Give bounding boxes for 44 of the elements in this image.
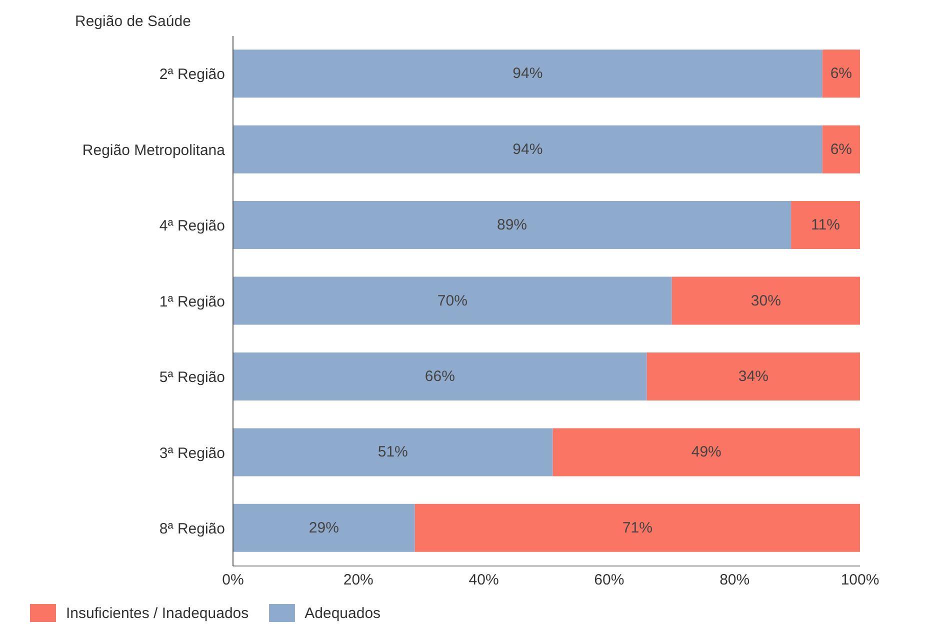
data-label: 6%: [830, 65, 852, 82]
bar: [414, 504, 860, 552]
data-label: 94%: [512, 140, 543, 158]
data-label: 89%: [497, 216, 528, 234]
bar: [233, 276, 672, 325]
data-label: 51%: [378, 444, 408, 461]
data-label: 11%: [811, 216, 840, 234]
bar: [233, 352, 647, 400]
y-tick-label: 4ª Região: [159, 218, 225, 235]
x-tick-label: 40%: [468, 572, 499, 589]
data-label: 70%: [437, 292, 468, 310]
y-tick-label: 1ª Região: [159, 293, 225, 310]
bar: [233, 201, 792, 250]
y-tick-label: 8ª Região: [159, 520, 225, 538]
y-tick-label: 2ª Região: [159, 66, 225, 84]
bar: [233, 125, 822, 174]
bar: [646, 352, 860, 400]
data-label: 30%: [750, 292, 781, 310]
bar: [791, 201, 860, 250]
legend-label: Adequados: [304, 604, 381, 622]
data-label: 34%: [738, 368, 768, 385]
data-label: 66%: [424, 368, 455, 385]
y-axis-title: Região de Saúde: [75, 12, 192, 32]
data-label: 49%: [691, 444, 722, 461]
bar: [233, 504, 415, 552]
data-label: 94%: [512, 65, 543, 82]
bar: [233, 50, 822, 98]
bar: [822, 50, 860, 98]
bar: [672, 276, 860, 325]
x-tick-label: 60%: [594, 572, 624, 589]
x-tick-label: 20%: [343, 572, 374, 589]
y-tick-label: 5ª Região: [159, 369, 225, 386]
x-tick-label: 80%: [720, 572, 750, 589]
bar: [552, 428, 860, 476]
bar: [822, 125, 860, 174]
bar: [233, 428, 553, 476]
legend-label: Insuficientes / Inadequados: [66, 604, 249, 622]
data-label: 6%: [830, 140, 852, 158]
data-label: 29%: [308, 519, 339, 536]
data-label: 71%: [622, 519, 652, 536]
x-tick-label: 100%: [840, 572, 880, 589]
y-tick-label: Região Metropolitana: [82, 142, 226, 159]
y-tick-label: 3ª Região: [159, 444, 225, 462]
x-tick-label: 0%: [222, 572, 244, 589]
